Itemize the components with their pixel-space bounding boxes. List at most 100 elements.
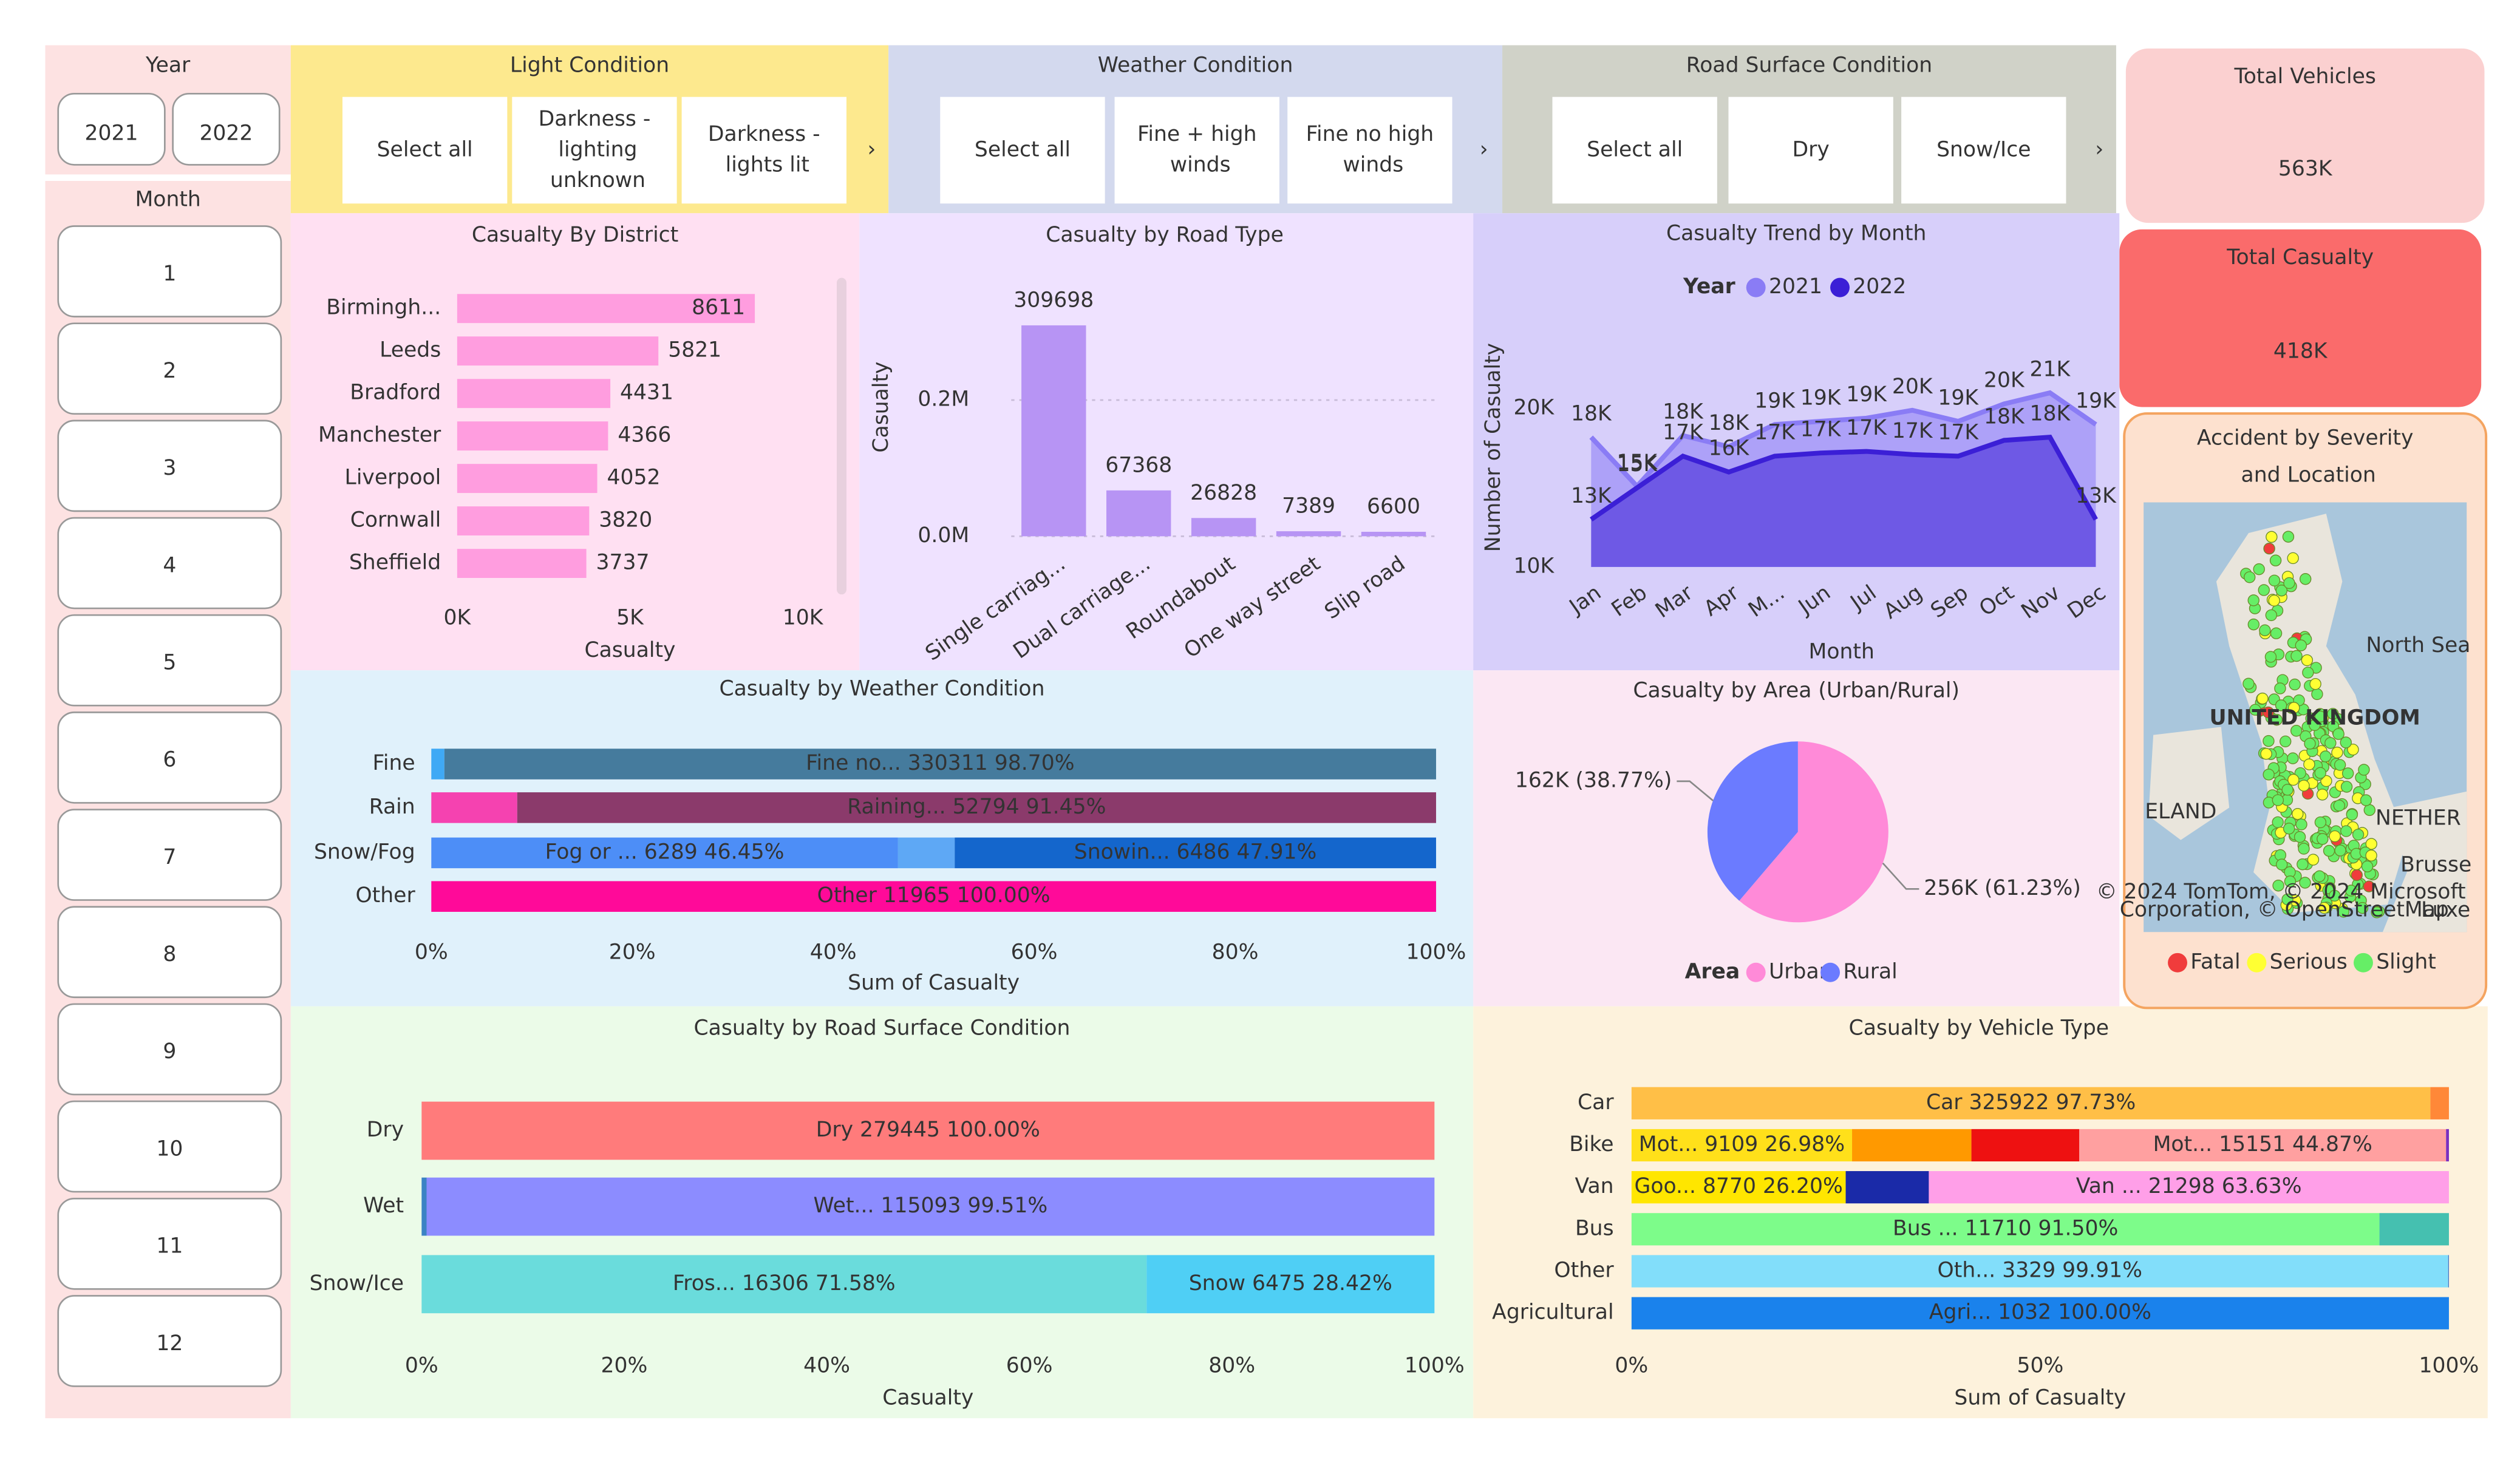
- data-label: 4431: [620, 381, 673, 405]
- slicer-option-label[interactable]: Dry: [1792, 137, 1829, 161]
- map-dot: [2268, 594, 2280, 606]
- slicer-option-label[interactable]: 11: [156, 1234, 183, 1258]
- panel: [1473, 1006, 2488, 1419]
- x-tick-label: 100%: [1406, 940, 1466, 964]
- slicer-option[interactable]: [57, 712, 282, 804]
- slicer-option-label[interactable]: Darkness - lights lit: [708, 122, 820, 177]
- slicer-option[interactable]: [172, 92, 281, 166]
- slicer-option-label[interactable]: Fine + high winds: [1137, 122, 1256, 177]
- slicer-option[interactable]: [681, 97, 846, 204]
- slicer-option[interactable]: [57, 322, 282, 415]
- slicer-option[interactable]: [57, 906, 282, 999]
- map-label: Luxe: [2421, 898, 2470, 922]
- slicer-option[interactable]: [57, 1003, 282, 1096]
- chevron[interactable]: ›: [1480, 137, 1488, 161]
- slicer-option-label[interactable]: Darkness - lighting unknown: [539, 106, 651, 192]
- chevron[interactable]: ›: [2095, 137, 2103, 161]
- slicer-option-label[interactable]: 10: [156, 1136, 183, 1161]
- map-label: North Sea: [2366, 633, 2470, 657]
- data-label: 19K: [1800, 385, 1842, 410]
- bar-segment: [1631, 1297, 2449, 1330]
- slicer-option[interactable]: [940, 97, 1105, 204]
- slicer-option[interactable]: [342, 97, 508, 204]
- data-label: 19K: [1938, 385, 1979, 410]
- bar-segment: [1631, 1171, 1846, 1204]
- slicer-option-label[interactable]: 2: [163, 359, 176, 383]
- map-dot: [2287, 773, 2300, 786]
- map-label: ELAND: [2145, 800, 2216, 824]
- map-land: [2148, 727, 2230, 840]
- slicer-option-label[interactable]: Snow/Ice: [1936, 137, 2031, 161]
- map-dot: [2334, 844, 2346, 857]
- slicer-option[interactable]: [57, 1197, 282, 1290]
- slicer-option[interactable]: [57, 517, 282, 610]
- bar-segment: [421, 1101, 1435, 1160]
- chart-title: Casualty by Area (Urban/Rural): [1633, 678, 1960, 702]
- y-tick-label: Snow/Fog: [314, 840, 415, 864]
- slicer-option[interactable]: [57, 1295, 282, 1387]
- map-dot: [2340, 736, 2352, 749]
- slicer-option[interactable]: [57, 225, 282, 318]
- slicer-option-label[interactable]: 4: [163, 553, 176, 577]
- data-label: 17K: [1754, 421, 1796, 445]
- slicer-option-label[interactable]: 9: [163, 1039, 176, 1064]
- slicer-option[interactable]: [57, 809, 282, 901]
- map-dot: [2331, 746, 2343, 759]
- slicer-option[interactable]: [512, 97, 677, 204]
- map-dot: [2309, 678, 2321, 690]
- chart-title: Casualty by Vehicle Type: [1849, 1016, 2110, 1040]
- slicer-option-label[interactable]: Select all: [1587, 137, 1683, 161]
- map-dot: [2295, 818, 2307, 830]
- map-dot: [2323, 844, 2335, 857]
- slicer-option-label[interactable]: 7: [163, 845, 176, 869]
- slicer-option[interactable]: [57, 92, 166, 166]
- data-label: Snow 6475 28.42%: [1189, 1271, 1392, 1296]
- y-tick-label: Snow/Ice: [310, 1271, 404, 1296]
- map-dot: [2290, 725, 2303, 737]
- slicer-option[interactable]: [1901, 97, 2066, 204]
- slicer-option-label[interactable]: 2022: [199, 121, 253, 145]
- slicer-option-label[interactable]: Select all: [975, 137, 1071, 161]
- slicer-option-label[interactable]: Select all: [377, 137, 473, 161]
- chart-title: Casualty by Road Type: [1046, 223, 1284, 247]
- x-tick-label: 10K: [783, 606, 824, 630]
- slicer-option-label[interactable]: Fine no high winds: [1306, 122, 1434, 177]
- slicer-option[interactable]: [1287, 97, 1452, 204]
- slicer-option[interactable]: [1728, 97, 1893, 204]
- slicer-option-label[interactable]: 6: [163, 748, 176, 772]
- data-label: 13K: [1571, 484, 1612, 508]
- data-label: 19K: [2076, 389, 2117, 413]
- slicer-option[interactable]: [57, 614, 282, 707]
- data-label: 4052: [607, 466, 660, 490]
- slicer-option-label[interactable]: 1: [163, 262, 176, 286]
- slicer-option-label[interactable]: 2021: [85, 121, 138, 145]
- data-label: 8611: [692, 296, 745, 320]
- map-dot: [2282, 531, 2295, 543]
- bar: [1106, 490, 1171, 537]
- legend-label: 2021: [1769, 274, 1822, 299]
- slicer-option-label[interactable]: 5: [163, 651, 176, 675]
- x-tick-label: 20%: [601, 1353, 647, 1377]
- map-dot: [2295, 639, 2307, 651]
- slicer-option-label[interactable]: 8: [163, 942, 176, 966]
- map-dot: [2294, 830, 2306, 843]
- y-axis-label: Number of Casualty: [1481, 343, 1505, 552]
- chart-title: Casualty Trend by Month: [1666, 221, 1926, 245]
- x-tick-label: 0%: [1615, 1353, 1648, 1377]
- y-tick-label: Bike: [1569, 1132, 1613, 1156]
- data-label: 162K (38.77%): [1515, 768, 1672, 792]
- map-label: Brusse: [2400, 853, 2471, 877]
- chevron[interactable]: ›: [868, 137, 876, 161]
- map-dot: [2320, 750, 2332, 762]
- slicer-option[interactable]: [57, 1100, 282, 1193]
- map-dot: [2314, 767, 2326, 779]
- slicer-option[interactable]: [1114, 97, 1279, 204]
- slicer-option[interactable]: [1552, 97, 1717, 204]
- map-dot: [2314, 710, 2327, 723]
- legend-label: Rural: [1843, 959, 1897, 983]
- slicer-option[interactable]: [57, 419, 282, 512]
- slicer-option-label[interactable]: 12: [156, 1331, 183, 1356]
- data-label: 309698: [1013, 288, 1094, 313]
- slicer-option-label[interactable]: 3: [163, 456, 176, 480]
